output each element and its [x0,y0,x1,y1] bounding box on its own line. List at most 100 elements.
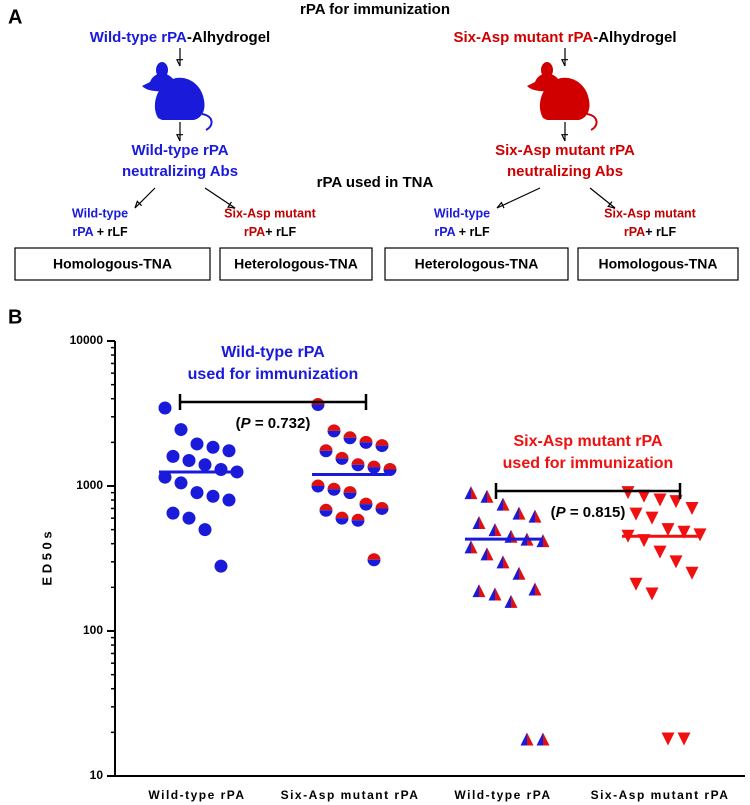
arrow-head [496,201,505,209]
p-value-part: P [556,504,567,521]
mouse-icon [527,62,598,131]
significance-bracket [494,483,682,499]
abs-label: Six-Asp mutant rPA [495,142,635,159]
dot-bottom [311,486,325,493]
dot-top [359,497,373,505]
dot [174,476,188,490]
triangle-right [519,506,526,520]
data-point [190,437,204,451]
data-point [536,732,550,746]
tna-label: rPA used in TNA [317,174,434,191]
x-tick-label: Six-Asp mutant rPA [281,788,420,802]
arrow [134,187,156,209]
data-point [653,545,667,559]
triangle-right [535,509,542,523]
triangle-right [479,584,486,598]
dot-top [367,460,381,468]
data-point [653,493,667,507]
data-point [496,555,510,569]
data-point [311,479,325,493]
dot-bottom [335,458,349,465]
data-point [645,587,659,601]
arrow-head [175,59,184,67]
triangle [629,507,643,521]
data-point [335,451,349,465]
triangle [621,486,635,500]
triangle [685,566,699,580]
dot-bottom [359,504,373,511]
data-point [629,577,643,591]
abs-label: neutralizing Abs [507,163,623,180]
dot-bottom [359,442,373,449]
triangle-right [487,547,494,561]
triangle-right [495,587,502,601]
arrow-head [134,200,143,209]
triangle-left [512,566,519,580]
data-point [464,540,478,554]
arrow [496,187,541,209]
antigen: Wild-type rPA [90,29,187,46]
dot [230,465,244,479]
arrow-head [560,134,569,142]
mouse-head [142,73,174,92]
p-value: (P = 0.815) [551,504,626,521]
panel-title: rPA for immunization [300,1,450,18]
branch-label: Six-Asp mutant [604,206,697,220]
triangle [669,555,683,569]
dot [182,511,196,525]
data-point [621,486,635,500]
triangle-right [535,582,542,596]
data-point [528,582,542,596]
data-point [158,470,172,484]
dot-bottom [319,510,333,517]
triangle [645,587,659,601]
data-point [480,547,494,561]
triangle [645,511,659,525]
dot-bottom [367,467,381,474]
dot-top [343,431,357,438]
data-point [359,497,373,511]
triangle-left [496,497,503,511]
branch-antigen: rPA [72,225,93,239]
dot-bottom [351,520,365,527]
branch-antigen: rPA [244,225,265,239]
triangle [629,577,643,591]
triangle-left [528,509,535,523]
dot-top [343,486,357,493]
triangle-left [520,732,527,746]
antigen-label: Wild-type rPA-Alhydrogel [90,29,270,46]
data-point [174,476,188,490]
triangle-left [504,529,511,543]
triangle-left [464,540,471,554]
data-point [504,529,518,543]
mouse-head [527,73,559,92]
dot [214,462,228,476]
triangle-left [464,486,471,500]
triangle-left [488,523,495,537]
triangle [661,732,675,746]
data-point [214,462,228,476]
triangle [693,528,707,542]
triangle-right [503,555,510,569]
triangle-right [543,732,550,746]
tna-box-label: Heterologous-TNA [234,256,358,272]
tna-box-label: Homologous-TNA [53,256,172,272]
triangle-left [480,489,487,503]
data-point [685,566,699,580]
dot [190,486,204,500]
dot [214,559,228,573]
data-point [504,594,518,608]
mouse-ear [156,62,168,78]
data-point [480,489,494,503]
arrow-head [607,201,616,209]
dot [174,423,188,437]
y-tick-label: 100 [83,623,103,637]
dot-top [359,435,373,443]
p-value-part: = 0.815) [566,504,626,521]
data-point [166,506,180,520]
dot-bottom [327,430,341,438]
data-point [166,449,180,463]
tna-box [14,247,211,281]
group-title: Six-Asp mutant rPA [513,433,663,450]
data-point [222,444,236,458]
